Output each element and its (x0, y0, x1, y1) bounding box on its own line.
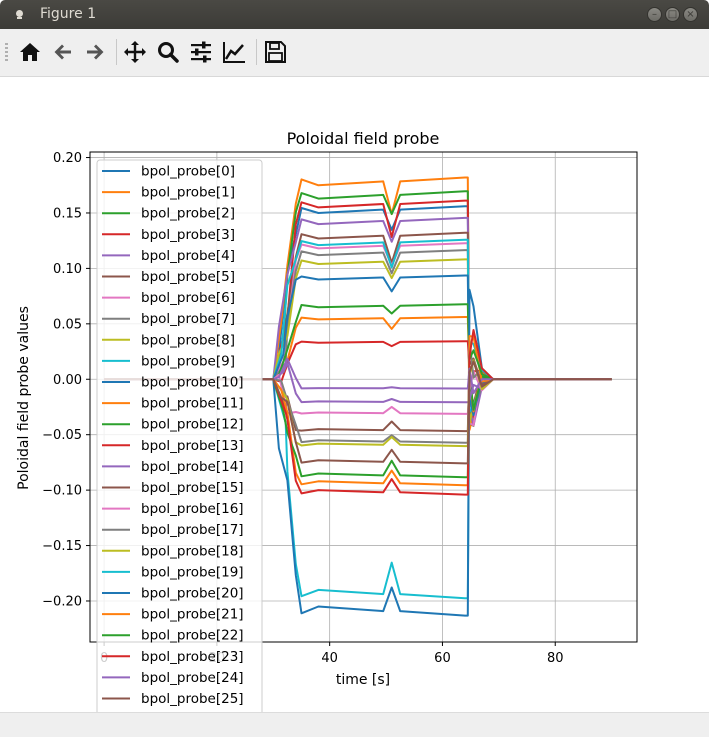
legend-box (96, 159, 263, 712)
legend-entry-label: bpol_probe[25] (141, 691, 244, 707)
plot-series-group (104, 176, 612, 617)
legend-entry-label: bpol_probe[6] (141, 290, 235, 306)
series-line (104, 362, 612, 404)
figure-canvas[interactable]: 0204060800.200.150.100.050.00−0.05−0.10−… (0, 76, 709, 712)
magnifier-icon (158, 42, 179, 63)
y-tick-label: 0.05 (53, 317, 82, 332)
legend-entry-label: bpol_probe[12] (141, 417, 244, 433)
minimize-button[interactable]: – (647, 7, 662, 22)
floppy-disk-icon (265, 41, 286, 63)
move-arrows-icon (124, 41, 146, 63)
window-titlebar: Figure 1 – □ × (0, 0, 709, 29)
legend-entry-label: bpol_probe[18] (141, 543, 244, 559)
zoom-button[interactable] (153, 37, 183, 67)
home-button[interactable] (15, 37, 45, 67)
arrow-right-icon (87, 44, 104, 60)
app-icon (16, 10, 23, 19)
y-tick-label: 0.15 (53, 206, 82, 221)
legend-entry-label: bpol_probe[13] (141, 438, 244, 454)
legend: bpol_probe[0] bpol_probe[1] bpol_probe[2]b… (96, 159, 263, 712)
series-line (104, 288, 612, 617)
pan-button[interactable] (120, 37, 150, 67)
y-tick-label: 0.20 (53, 151, 82, 166)
forward-button[interactable] (80, 37, 110, 67)
arrow-left-icon (54, 44, 71, 60)
legend-entry-label: bpol_probe[24] (141, 670, 244, 686)
legend-entry-label: bpol_probe[8] (141, 332, 235, 348)
series-line (104, 357, 612, 395)
legend-entry-label: bpol_probe[10] (141, 375, 244, 391)
maximize-button[interactable]: □ (665, 7, 680, 22)
series-line (104, 329, 612, 496)
legend-entry-label: bpol_probe[17] (141, 522, 244, 538)
save-button[interactable] (260, 37, 290, 67)
back-button[interactable] (48, 37, 78, 67)
axes-frame (89, 151, 638, 643)
x-tick-label: 80 (547, 651, 564, 666)
sliders-icon (191, 41, 211, 63)
legend-entry-label: bpol_probe[11] (141, 396, 244, 412)
y-tick-label: −0.10 (42, 484, 82, 499)
subplots-button[interactable] (186, 37, 216, 67)
legend-entry-label: bpol_probe[7] (141, 311, 235, 327)
legend-entry-label: bpol_probe[0] (141, 164, 235, 180)
close-button[interactable]: × (683, 7, 698, 22)
series-line (104, 337, 612, 444)
legend-entry-label: bpol_probe[16] (141, 501, 244, 517)
toolbar-separator (116, 39, 117, 65)
y-tick-label: −0.15 (42, 539, 82, 554)
y-tick-label: 0.00 (53, 373, 82, 388)
legend-entry-label: bpol_probe[21] (141, 607, 244, 623)
chart-title: Poloidal field probe (287, 129, 440, 148)
y-tick-label: −0.20 (42, 594, 82, 609)
series-line (104, 335, 612, 487)
series-line (104, 349, 612, 479)
y-axis-label: Poloidal field probe values (16, 306, 32, 490)
navigation-toolbar (0, 29, 709, 77)
legend-entry-label: bpol_probe[15] (141, 480, 244, 496)
series-line (104, 303, 612, 411)
y-tick-label: 0.10 (53, 262, 82, 277)
legend-entry-label: bpol_probe[23] (141, 649, 244, 665)
legend-entry-label: bpol_probe[19] (141, 564, 244, 580)
legend-entry-label: bpol_probe[9] (141, 353, 235, 369)
home-icon (20, 43, 40, 61)
y-tick-label: −0.05 (42, 428, 82, 443)
legend-entry-label: bpol_probe[14] (141, 459, 244, 475)
toolbar-separator (256, 39, 257, 65)
edit-axis-button[interactable] (219, 37, 249, 67)
legend-entry-label: bpol_probe[22] (141, 628, 244, 644)
line-chart-icon (223, 42, 245, 63)
x-axis-label: time [s] (336, 672, 390, 688)
legend-entry-label: bpol_probe[1] (141, 185, 235, 201)
legend-entry-label: bpol_probe[4] (141, 248, 235, 264)
legend-entry-label: bpol_probe[2] (141, 206, 235, 222)
toolbar-grip[interactable] (5, 43, 8, 61)
x-tick-label: 60 (434, 651, 451, 666)
x-tick-label: 40 (321, 651, 338, 666)
status-bar (0, 712, 709, 737)
legend-entry-label: bpol_probe[3] (141, 227, 235, 243)
tick-group: 0204060800.200.150.100.050.00−0.05−0.10−… (42, 151, 563, 666)
legend-entry-label: bpol_probe[5] (141, 269, 235, 285)
legend-entry-label: bpol_probe[20] (141, 586, 244, 602)
window-title: Figure 1 (40, 6, 97, 22)
series-line (104, 360, 612, 465)
